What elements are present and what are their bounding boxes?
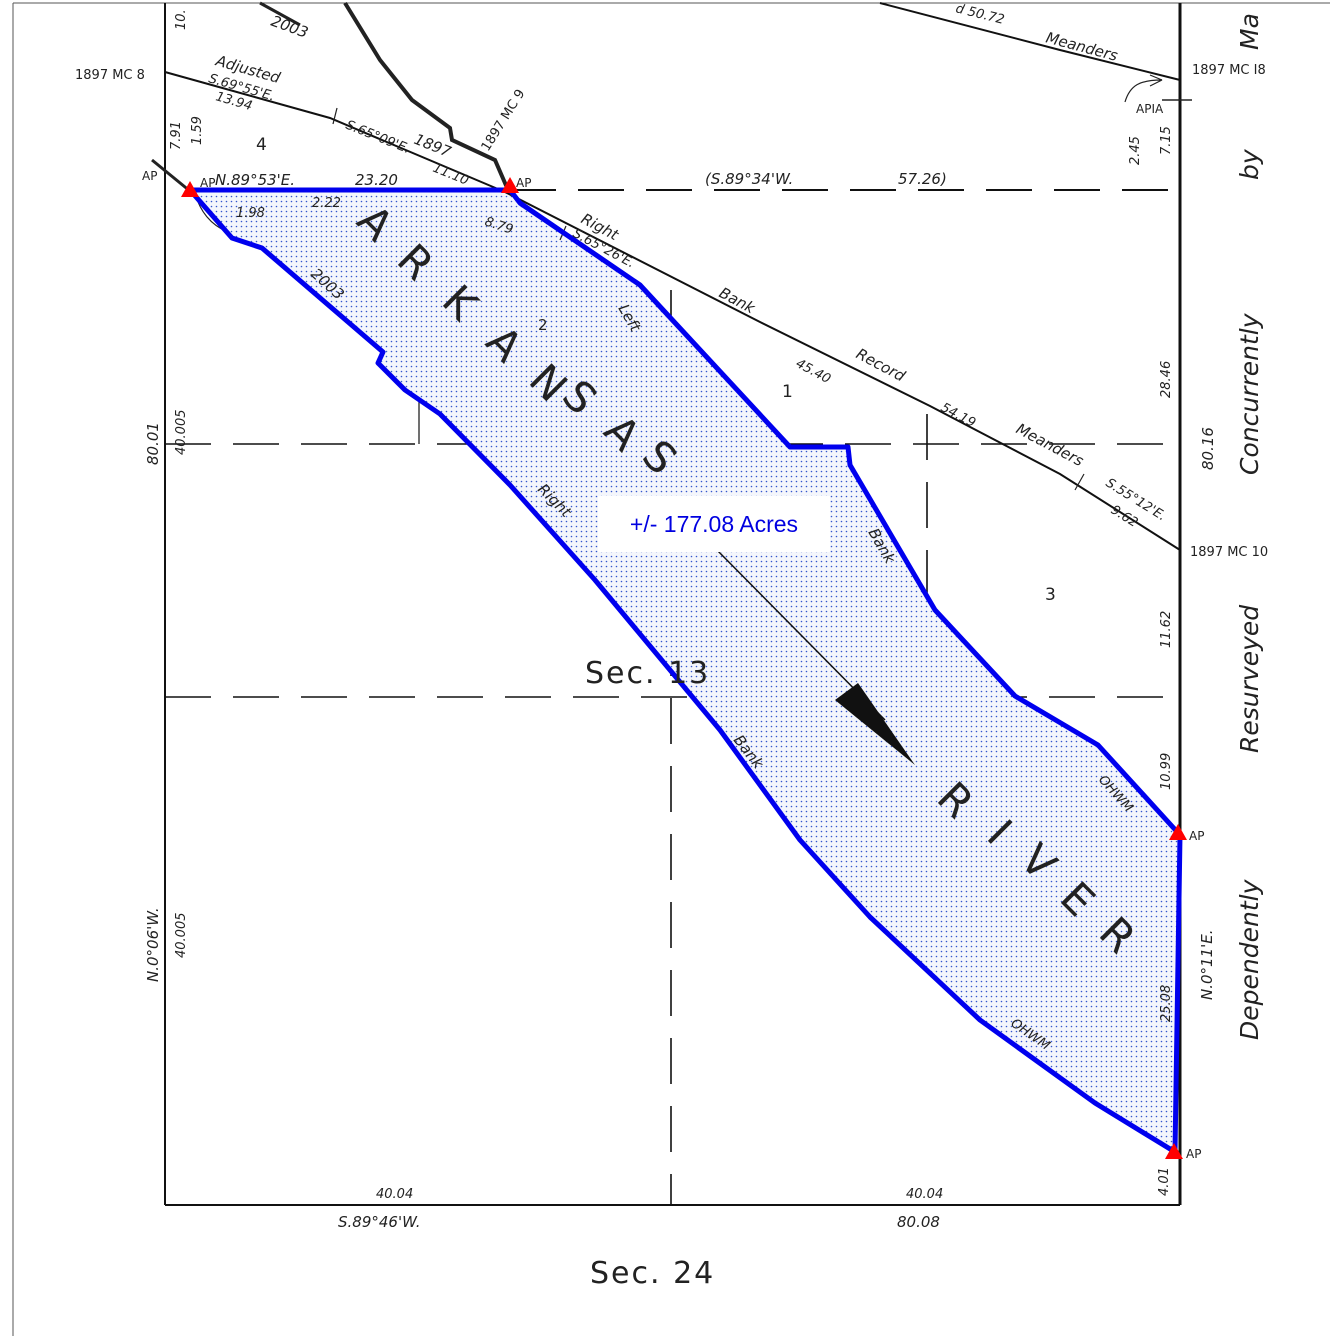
year-1897: 1897 bbox=[412, 130, 455, 161]
dist-7-91: 7.91 bbox=[169, 121, 184, 150]
south-bearing: S.89°46'W. bbox=[338, 1213, 420, 1231]
corner-marker-e bbox=[1169, 824, 1187, 840]
lot-2: 2 bbox=[538, 316, 548, 334]
record-meander-line bbox=[504, 191, 1181, 551]
margin-ma: Ma bbox=[1235, 13, 1264, 50]
apia-label: APIA bbox=[1136, 102, 1164, 116]
south-distance-a: 40.04 bbox=[376, 1187, 413, 1202]
tick-3 bbox=[1074, 473, 1085, 491]
east-10-99: 10.99 bbox=[1159, 753, 1174, 790]
acreage-label: +/- 177.08 Acres bbox=[598, 496, 830, 552]
margin-by: by bbox=[1235, 148, 1264, 180]
west-distance-b: 40.005 bbox=[174, 913, 189, 959]
dist-54-19: 54.19 bbox=[938, 400, 978, 431]
ap-label-nw: AP bbox=[200, 176, 215, 190]
ap-label-west: AP bbox=[142, 169, 157, 183]
lot-1: 1 bbox=[782, 382, 793, 402]
section-24-label: Sec. 24 bbox=[590, 1256, 715, 1291]
east-total-distance: 80.16 bbox=[1199, 427, 1217, 470]
tick-1 bbox=[332, 107, 338, 125]
dist-1-98: 1.98 bbox=[236, 206, 265, 221]
adjusted-meander-line bbox=[164, 71, 506, 193]
south-total-distance: 80.08 bbox=[897, 1213, 940, 1231]
west-bearing: N.0°06'W. bbox=[144, 907, 162, 982]
corner-marker-nw bbox=[181, 181, 199, 197]
meanders-top: Meanders bbox=[1044, 28, 1120, 64]
east-11-62: 11.62 bbox=[1159, 611, 1174, 648]
lot-3: 3 bbox=[1045, 585, 1056, 605]
corner-marker-se bbox=[1165, 1143, 1183, 1159]
dist-10: 10. bbox=[174, 9, 189, 30]
east-2-45: 2.45 bbox=[1128, 136, 1143, 165]
east-7-15: 7.15 bbox=[1159, 126, 1174, 155]
margin-concurrently: Concurrently bbox=[1235, 312, 1264, 475]
west-total-distance: 80.01 bbox=[144, 422, 162, 465]
record-label: Record bbox=[853, 345, 908, 386]
south-distance-b: 40.04 bbox=[906, 1187, 943, 1202]
north-line-bearing: N.89°53'E. bbox=[215, 171, 295, 189]
ap-label-e: AP bbox=[1189, 829, 1204, 843]
mc18-label: 1897 MC I8 bbox=[1192, 63, 1266, 78]
east-bearing: N.0°11'E. bbox=[1198, 930, 1216, 1001]
bank-line-2003-top bbox=[343, 1, 510, 191]
dist-2-22: 2.22 bbox=[312, 196, 341, 211]
parcel-fill bbox=[190, 190, 1180, 1152]
dist-1-59: 1.59 bbox=[190, 116, 205, 145]
north-record-distance: 57.26) bbox=[898, 170, 947, 188]
ap-label-se: AP bbox=[1186, 1147, 1201, 1161]
bank-upper: Bank bbox=[716, 284, 759, 318]
meanders-mid: Meanders bbox=[1013, 420, 1087, 471]
tie-arrow-apia bbox=[1124, 74, 1163, 103]
meanders-top-line bbox=[879, 2, 1181, 81]
margin-resurveyed: Resurveyed bbox=[1235, 605, 1264, 753]
year-2003-top: 2003 bbox=[269, 12, 311, 42]
s65-09-bearing: S.65°09'E. bbox=[344, 118, 413, 157]
dist-45-40: 45.40 bbox=[793, 356, 833, 387]
bank-line-left-top bbox=[259, 1, 301, 27]
lot-4: 4 bbox=[256, 135, 267, 155]
east-4-01: 4.01 bbox=[1157, 1167, 1172, 1196]
flow-arrow-head bbox=[835, 683, 915, 765]
east-25-08: 25.08 bbox=[1159, 985, 1174, 1022]
mc10-label: 1897 MC 10 bbox=[1190, 545, 1268, 560]
section-13-label: Sec. 13 bbox=[585, 656, 710, 691]
north-record-bearing: (S.89°34'W. bbox=[705, 170, 793, 188]
north-line-distance: 23.20 bbox=[355, 171, 398, 189]
margin-dependently: Dependently bbox=[1235, 878, 1264, 1040]
east-28-46: 28.46 bbox=[1159, 361, 1174, 398]
mc8-label: 1897 MC 8 bbox=[75, 68, 145, 83]
ap-label-n: AP bbox=[516, 176, 531, 190]
parcel-outline bbox=[187, 187, 1183, 1155]
corner-marker-n bbox=[501, 177, 519, 193]
mc9-label: 1897 MC 9 bbox=[479, 87, 529, 154]
dist-11-10: 11.10 bbox=[431, 161, 471, 189]
west-distance-a: 40.005 bbox=[174, 410, 189, 456]
